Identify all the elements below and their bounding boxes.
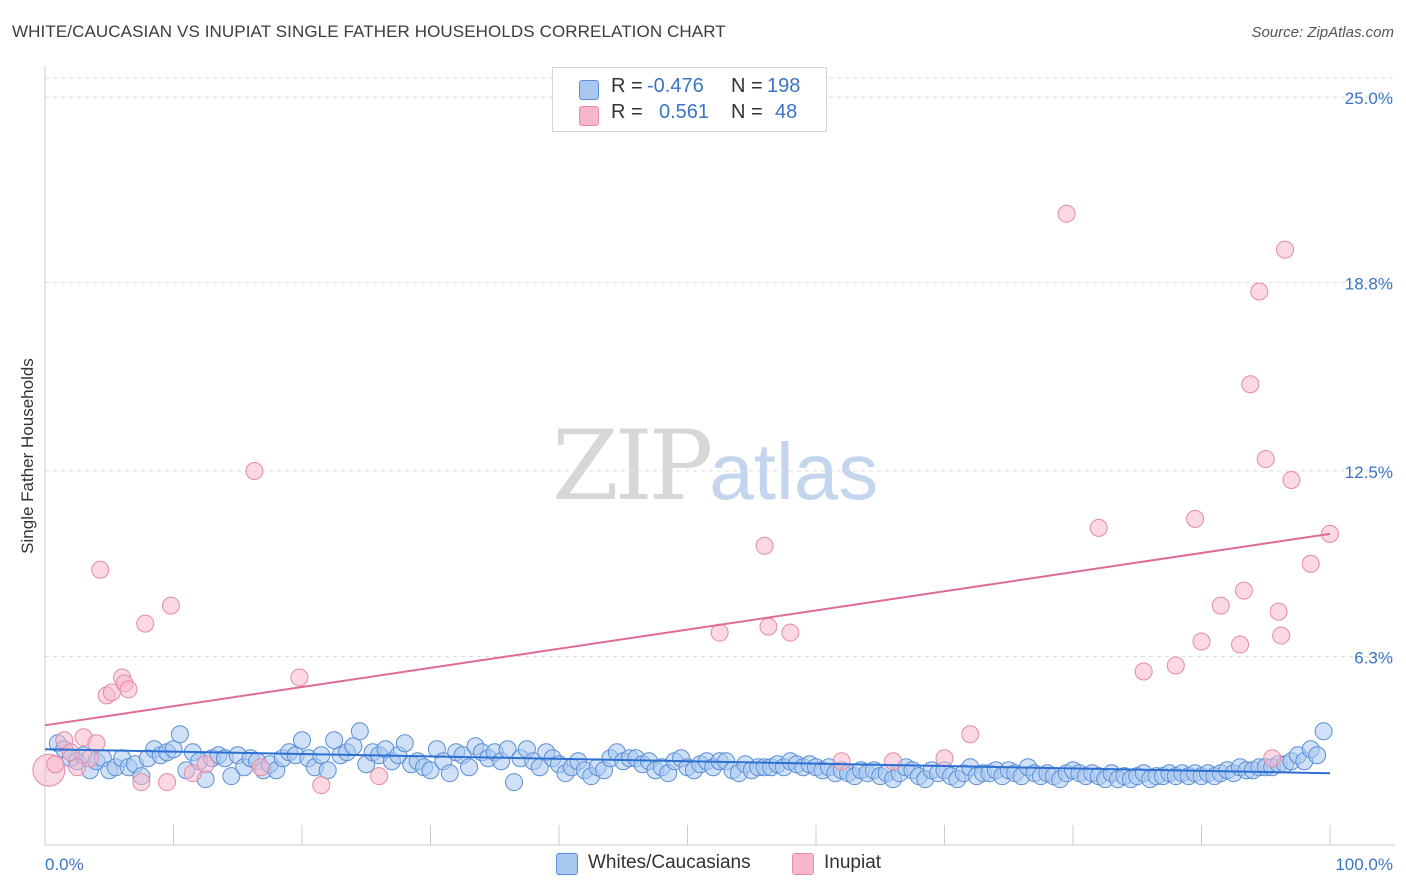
grid-lines xyxy=(45,77,1395,658)
watermark-zip: ZIP xyxy=(552,410,713,522)
inupiat-point xyxy=(755,536,774,555)
y-tick-label: 12.5% xyxy=(1345,463,1393,482)
inupiat-point xyxy=(161,596,180,615)
inupiat-point xyxy=(961,725,980,744)
x-tick-label-max: 100.0% xyxy=(1335,855,1393,874)
inupiat-point xyxy=(91,560,110,579)
x-tick-label-min: 0.0% xyxy=(45,855,84,874)
chart-title: WHITE/CAUCASIAN VS INUPIAT SINGLE FATHER… xyxy=(12,22,726,41)
axes xyxy=(44,66,1395,846)
inupiat-point xyxy=(87,734,106,753)
inupiat-point xyxy=(1269,602,1288,621)
inupiat-point xyxy=(1256,450,1275,469)
inupiat-point xyxy=(61,743,80,762)
inupiat-r-value: 0.561 xyxy=(659,101,710,123)
source-label: Source: ZipAtlas.com xyxy=(1251,24,1394,41)
whites-point xyxy=(344,737,363,756)
inupiat-swatch xyxy=(579,106,599,126)
inupiat-point xyxy=(1192,632,1211,651)
inupiat-point xyxy=(1134,662,1153,681)
inupiat-point xyxy=(1276,240,1295,259)
inupiat-r-label: R = xyxy=(611,101,643,123)
legend-whites-label: Whites/Caucasians xyxy=(588,852,751,873)
whites-point xyxy=(1308,746,1327,765)
inupiat-point xyxy=(1234,581,1253,600)
stats-legend: R = -0.476 N = 198 R = 0.561 N = 48 xyxy=(552,67,827,132)
y-tick-label: 25.0% xyxy=(1345,89,1393,108)
watermark: ZIPatlas xyxy=(552,410,878,522)
inupiat-point xyxy=(245,462,264,480)
inupiat-point xyxy=(1166,656,1185,675)
tick-labels: 6.3% 12.5% 18.8% 25.0% 0.0% 100.0% xyxy=(45,89,1393,874)
inupiat-point xyxy=(1057,204,1076,223)
whites-n-label: N = xyxy=(731,75,763,97)
inupiat-point xyxy=(1272,626,1291,645)
series-inupiat-points xyxy=(32,204,1339,795)
inupiat-point xyxy=(80,749,99,768)
inupiat-point xyxy=(884,752,903,771)
whites-r-label: R = xyxy=(611,75,643,97)
whites-trend-line xyxy=(44,748,1331,775)
inupiat-point xyxy=(935,749,954,768)
trend-lines xyxy=(44,532,1331,775)
inupiat-point xyxy=(1089,518,1108,537)
inupiat-point xyxy=(68,758,87,777)
inupiat-point xyxy=(183,764,202,783)
whites-point xyxy=(318,761,337,780)
whites-point xyxy=(293,731,311,750)
whites-point xyxy=(421,761,440,780)
inupiat-n-value: 48 xyxy=(775,101,798,123)
legend-inupiat-label: Inupiat xyxy=(824,852,882,873)
inupiat-point xyxy=(136,614,155,633)
whites-point xyxy=(1314,722,1333,741)
inupiat-point xyxy=(832,752,851,771)
whites-point xyxy=(164,740,183,759)
legend-whites-swatch xyxy=(556,853,578,875)
inupiat-point xyxy=(1301,554,1320,573)
inupiat-point xyxy=(158,773,177,792)
whites-point xyxy=(440,764,459,783)
inupiat-point xyxy=(1282,470,1301,489)
whites-point xyxy=(222,767,241,786)
whites-r-value: -0.476 xyxy=(647,75,704,97)
inupiat-point xyxy=(1211,596,1230,615)
inupiat-point xyxy=(370,767,389,786)
inupiat-point xyxy=(251,758,270,777)
inupiat-point xyxy=(1250,282,1269,301)
inupiat-point xyxy=(119,680,138,699)
whites-swatch xyxy=(579,80,599,100)
inupiat-point xyxy=(290,668,309,687)
legend-inupiat-swatch xyxy=(792,853,814,875)
whites-point xyxy=(395,734,414,753)
whites-point xyxy=(325,731,344,750)
inupiat-point xyxy=(1263,749,1282,768)
inupiat-trend-line xyxy=(44,532,1331,727)
inupiat-n-label: N = xyxy=(731,101,763,123)
whites-point xyxy=(505,773,524,792)
y-tick-label: 18.8% xyxy=(1345,275,1393,294)
inupiat-point xyxy=(759,617,778,636)
inupiat-point xyxy=(312,776,331,795)
inupiat-point xyxy=(196,755,215,774)
inupiat-point xyxy=(781,623,800,642)
y-tick-label: 6.3% xyxy=(1354,649,1393,668)
y-axis-label: Single Father Households xyxy=(18,358,37,554)
whites-point xyxy=(460,758,479,777)
whites-point xyxy=(170,725,189,744)
inupiat-point xyxy=(1241,375,1260,394)
whites-point xyxy=(350,722,369,741)
watermark-atlas: atlas xyxy=(709,427,879,516)
whites-n-value: 198 xyxy=(767,75,801,97)
inupiat-point xyxy=(46,755,65,774)
series-whites-points xyxy=(48,722,1333,792)
inupiat-point xyxy=(1186,509,1205,528)
inupiat-point xyxy=(132,773,151,792)
inupiat-point xyxy=(1231,635,1250,654)
